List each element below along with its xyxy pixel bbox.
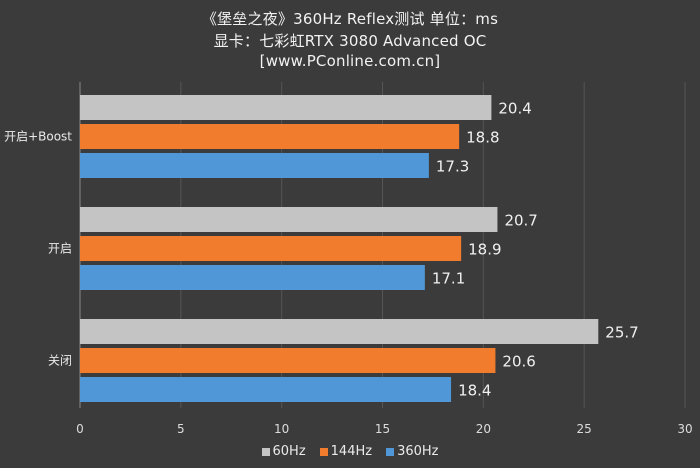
bar (80, 236, 462, 261)
bar-value-label: 25.7 (605, 324, 638, 342)
bar-value-label: 17.1 (432, 270, 465, 288)
bar-value-label: 17.3 (436, 158, 469, 176)
bar-value-label: 20.4 (498, 100, 531, 118)
chart-title-line-2: 显卡：七彩虹RTX 3080 Advanced OC (213, 32, 487, 50)
category-label: 关闭 (48, 354, 72, 368)
bar (80, 153, 429, 178)
chart-title-line-3: [www.PConline.com.cn] (259, 52, 441, 70)
bar-value-label: 18.9 (468, 241, 501, 259)
chart-legend: 60Hz 144Hz 360Hz (0, 444, 700, 459)
legend-item-60hz: 60Hz (261, 444, 306, 459)
bar (80, 319, 599, 344)
bar-value-label: 20.6 (502, 353, 535, 371)
legend-swatch-60hz (261, 447, 270, 456)
legend-label-360hz: 360Hz (397, 444, 439, 459)
bar-value-label: 18.8 (466, 129, 499, 147)
bar (80, 265, 425, 290)
legend-label-60hz: 60Hz (272, 444, 306, 459)
bar (80, 377, 452, 402)
x-tick-label: 5 (177, 422, 185, 436)
x-tick-label: 0 (76, 422, 84, 436)
legend-item-360hz: 360Hz (386, 444, 439, 459)
bar (80, 95, 492, 120)
legend-swatch-360hz (386, 447, 395, 456)
x-tick-label: 20 (476, 422, 491, 436)
category-label: 开启+Boost (4, 130, 72, 144)
chart-title-line-1: 《堡垒之夜》360Hz Reflex测试 单位：ms (201, 10, 499, 28)
bar (80, 207, 498, 232)
legend-swatch-144hz (319, 447, 328, 456)
x-tick-label: 10 (274, 422, 289, 436)
legend-item-144hz: 144Hz (319, 444, 373, 459)
category-label: 开启 (48, 242, 72, 256)
bar-value-label: 20.7 (504, 212, 537, 230)
x-tick-label: 30 (677, 422, 692, 436)
x-tick-label: 25 (577, 422, 592, 436)
x-tick-label: 15 (375, 422, 390, 436)
bar (80, 348, 496, 373)
legend-label-144hz: 144Hz (330, 444, 373, 459)
bar (80, 124, 460, 149)
bar-value-label: 18.4 (458, 382, 491, 400)
